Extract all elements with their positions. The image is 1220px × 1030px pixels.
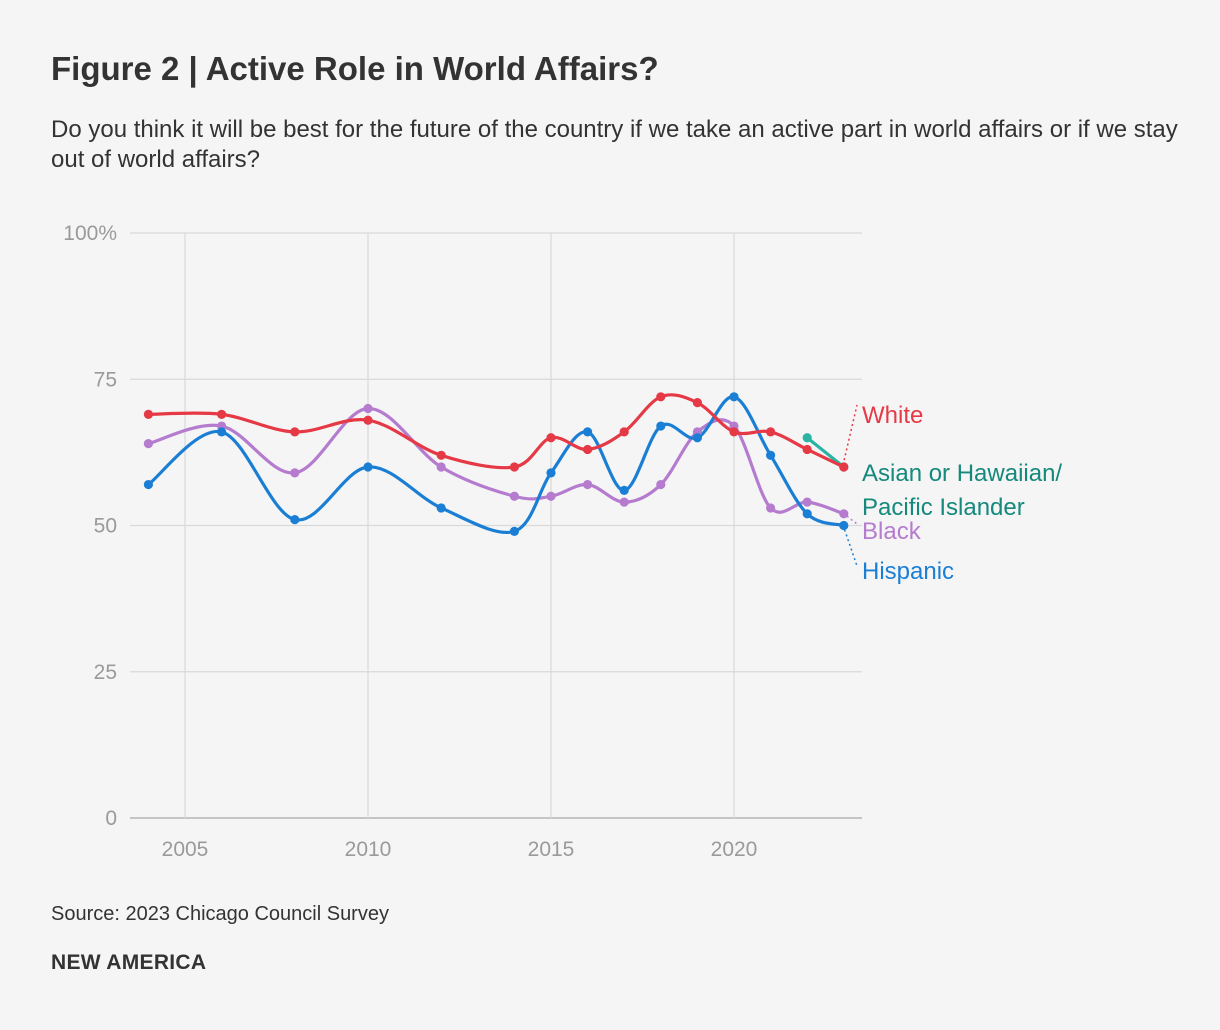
leader-line-hispanic (842, 524, 858, 567)
y-tick-label: 25 (94, 661, 117, 684)
data-point-white (363, 415, 373, 425)
x-tick-label: 2010 (345, 838, 392, 861)
chart-title: Figure 2 | Active Role in World Affairs? (51, 50, 659, 87)
series-label-black: Black (862, 518, 922, 545)
data-point-white (546, 433, 556, 443)
data-point-black (583, 479, 593, 490)
y-tick-label: 100% (63, 222, 117, 245)
y-tick-label: 75 (94, 368, 117, 391)
data-point-white (656, 392, 666, 402)
data-point-white (436, 450, 446, 460)
data-point-black (766, 503, 776, 513)
series-lines (146, 393, 846, 535)
data-point-black (363, 403, 373, 414)
x-tick-label: 2015 (528, 838, 575, 861)
series-line-asian-or-hawaiian-pacific-islander (805, 436, 846, 469)
data-point-black (436, 462, 446, 472)
brand-logo-text: NEW AMERICA (51, 951, 207, 974)
data-point-black (802, 497, 812, 507)
data-point-black (656, 479, 666, 490)
data-point-hispanic (656, 421, 666, 431)
data-point-white (839, 462, 849, 472)
data-point-hispanic (583, 427, 593, 437)
series-labels: White Black Hispanic Asian or Hawaiian/Paci… (842, 402, 1062, 585)
data-point-black (143, 439, 153, 449)
data-point-asian-or-hawaiian-pacific-islander (802, 433, 812, 443)
source-note: Source: 2023 Chicago Council Survey (51, 903, 389, 925)
series-line-black (146, 406, 846, 516)
data-point-black (546, 491, 556, 501)
data-point-hispanic (217, 427, 227, 437)
data-point-white (766, 427, 776, 437)
series-line-white (146, 393, 846, 470)
chart-subtitle: Do you think it will be best for the fut… (51, 116, 1178, 173)
data-point-hispanic (619, 485, 629, 495)
series-label-hispanic: Hispanic (862, 558, 954, 585)
series-label-asian-or-hawaiian-pacific-islander: Pacific Islander (862, 494, 1025, 521)
data-point-white (692, 398, 703, 408)
data-point-hispanic (143, 479, 153, 490)
data-point-white (509, 462, 519, 472)
series-label-white: White (862, 402, 923, 429)
data-point-hispanic (509, 526, 519, 536)
x-tick-label: 2005 (162, 838, 209, 861)
data-point-white (217, 409, 227, 419)
y-tick-label: 0 (105, 807, 117, 830)
grid (130, 232, 862, 819)
x-tick-label: 2020 (711, 838, 758, 861)
data-point-hispanic (436, 503, 446, 513)
data-point-hispanic (290, 515, 300, 525)
data-point-hispanic (802, 509, 812, 519)
data-point-white (802, 444, 812, 455)
leader-line-white (842, 404, 858, 466)
series-label-asian-or-hawaiian-pacific-islander: Asian or Hawaiian/ (862, 460, 1062, 487)
data-point-black (619, 497, 629, 507)
data-point-white (583, 444, 593, 455)
y-tick-label: 50 (94, 515, 117, 538)
data-point-black (290, 468, 300, 478)
data-point-hispanic (766, 450, 776, 460)
data-point-hispanic (363, 462, 373, 472)
series-line-hispanic (146, 395, 846, 535)
data-point-white (290, 427, 300, 437)
data-point-hispanic (692, 433, 703, 443)
data-point-white (143, 409, 153, 419)
data-point-hispanic (729, 392, 739, 402)
data-point-hispanic (546, 468, 556, 478)
data-point-black (509, 491, 519, 501)
data-point-white (729, 427, 739, 437)
data-point-white (619, 427, 629, 437)
axes: 0 25 50 75 100% 2005 2010 2015 2020 (63, 222, 757, 861)
